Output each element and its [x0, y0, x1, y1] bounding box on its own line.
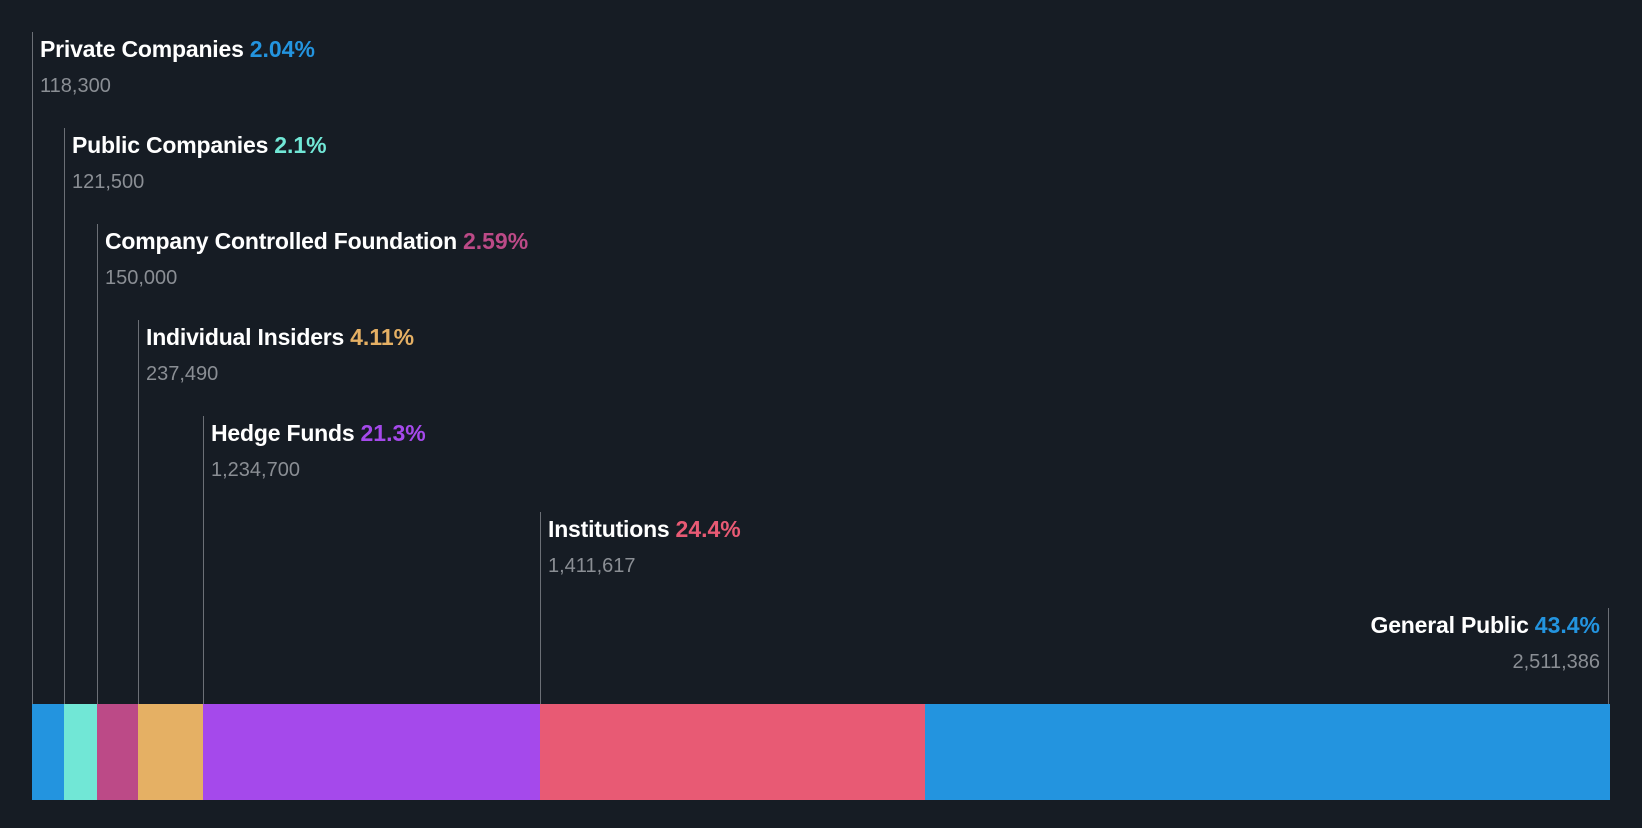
category-name: Hedge Funds: [211, 420, 355, 446]
category-name: Public Companies: [72, 132, 269, 158]
leader-line-public-companies: [64, 128, 65, 704]
category-percent: 2.1%: [274, 132, 327, 158]
category-percent: 4.11%: [350, 324, 415, 350]
bar-segment-public-companies[interactable]: [64, 704, 97, 800]
category-name: General Public: [1370, 612, 1529, 638]
label-private-companies: Private Companies 2.04% 118,300: [40, 36, 315, 98]
label-public-companies: Public Companies 2.1% 121,500: [72, 132, 327, 194]
category-shares: 150,000: [105, 267, 178, 289]
leader-line-private-companies: [32, 32, 33, 704]
category-name: Private Companies: [40, 36, 244, 62]
category-shares: 1,234,700: [211, 459, 300, 481]
category-shares: 1,411,617: [548, 555, 636, 577]
leader-line-general-public: [1608, 608, 1609, 704]
category-percent: 43.4%: [1534, 612, 1600, 638]
category-name: Company Controlled Foundation: [105, 228, 457, 254]
bar-segment-hedge-funds[interactable]: [203, 704, 540, 800]
category-name: Individual Insiders: [146, 324, 345, 350]
bar-segment-general-public[interactable]: [925, 704, 1610, 800]
label-general-public: General Public 43.4% 2,511,386: [1371, 612, 1600, 674]
category-shares: 121,500: [72, 171, 145, 193]
stacked-ownership-bar: [32, 704, 1610, 800]
label-company-controlled-foundation: Company Controlled Foundation 2.59% 150,0…: [105, 228, 528, 290]
leader-line-company-controlled-foundation: [97, 224, 98, 704]
bar-segment-private-companies[interactable]: [32, 704, 64, 800]
label-hedge-funds: Hedge Funds 21.3% 1,234,700: [211, 420, 426, 482]
leader-line-hedge-funds: [203, 416, 204, 704]
category-percent: 2.04%: [249, 36, 315, 62]
category-shares: 237,490: [146, 363, 219, 385]
leader-line-institutions: [540, 512, 541, 704]
category-percent: 21.3%: [360, 420, 426, 446]
category-percent: 2.59%: [462, 228, 529, 254]
label-institutions: Institutions 24.4% 1,411,617: [548, 516, 741, 578]
category-name: Institutions: [548, 516, 670, 542]
category-percent: 24.4%: [675, 516, 741, 542]
category-shares: 118,300: [40, 75, 111, 97]
label-individual-insiders: Individual Insiders 4.11% 237,490: [146, 324, 414, 386]
bar-segment-company-controlled-foundation[interactable]: [97, 704, 138, 800]
category-shares: 2,511,386: [1512, 651, 1601, 673]
bar-segment-institutions[interactable]: [540, 704, 925, 800]
leader-line-individual-insiders: [138, 320, 139, 704]
bar-segment-individual-insiders[interactable]: [138, 704, 203, 800]
